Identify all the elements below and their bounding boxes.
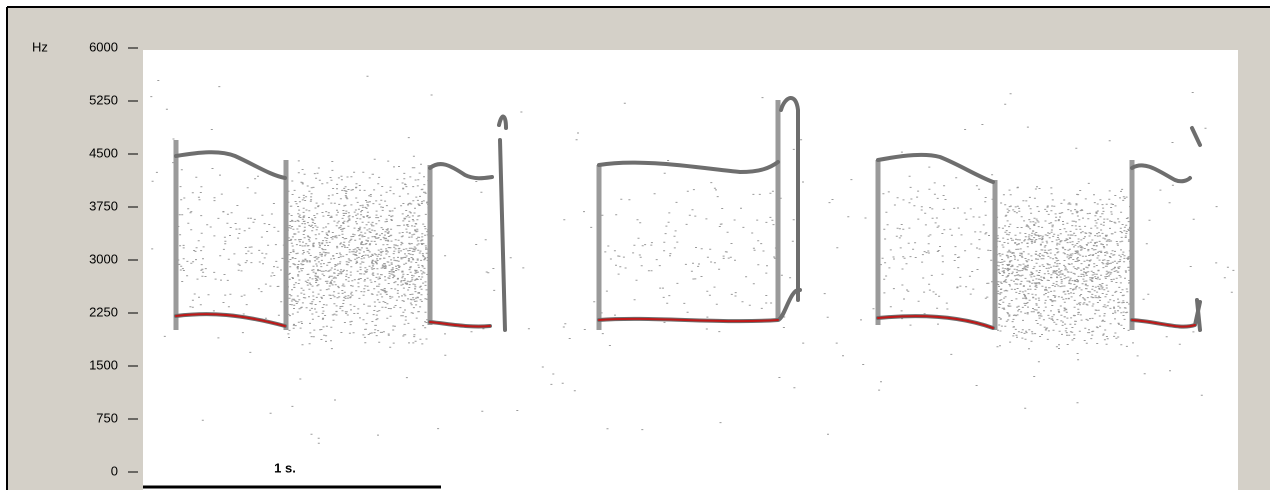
y-tick-label: 750 (96, 410, 118, 425)
y-tick-label: 6000 (89, 39, 118, 54)
spectrogram-window: Hz 0 750 1500 2250 3000 3750 4500 5250 6000 1 s. (0, 0, 1270, 490)
y-tick-label: 4500 (89, 145, 118, 160)
axis-label: Hz (32, 39, 48, 54)
y-tick-label: 2250 (89, 304, 118, 319)
y-tick-label: 3750 (89, 198, 118, 213)
y-tick-label: 3000 (89, 251, 118, 266)
y-tick-label: 0 (111, 463, 118, 478)
plot-area (143, 50, 1238, 490)
y-tick-label: 5250 (89, 92, 118, 107)
page: Hz 0 750 1500 2250 3000 3750 4500 5250 6000 1 s.… (0, 0, 1270, 490)
scale-bar-label: 1 s. (274, 460, 296, 475)
y-tick-label: 1500 (89, 357, 118, 372)
